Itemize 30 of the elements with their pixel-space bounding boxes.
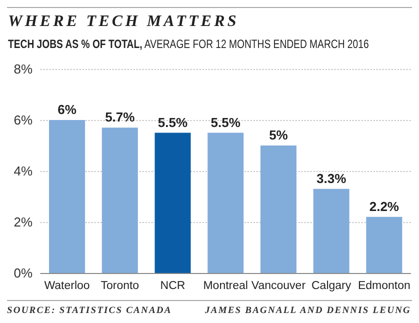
bar	[208, 132, 244, 273]
chart-title: WHERE TECH MATTERS	[8, 12, 239, 32]
data-label: 3.3%	[316, 170, 347, 186]
data-label: 6%	[58, 102, 77, 117]
x-tick-label: Vancouver	[251, 280, 306, 292]
bar	[366, 216, 402, 273]
y-tick-label: 2%	[14, 214, 34, 230]
data-label: 5.7%	[105, 110, 136, 125]
x-tick-label: Calgary	[311, 280, 352, 292]
x-tick-label: Edmonton	[358, 280, 410, 292]
data-label: 5.5%	[210, 114, 241, 130]
text: JAMES BAGNALL AND DENNIS LEUNG	[205, 305, 411, 317]
y-tick-label: 6%	[14, 112, 34, 128]
x-tick-label: Montreal	[203, 280, 248, 292]
source-note: SOURCE: STATISTICS CANADA	[7, 305, 172, 317]
bar	[49, 120, 86, 273]
x-tick-label: NCR	[160, 280, 186, 292]
bar	[102, 128, 138, 273]
chart-subtitle: TECH JOBS AS % OF TOTAL, AVERAGE FOR 12 MONTHS ENDED MARCH 2016	[8, 37, 369, 52]
bar	[313, 188, 350, 273]
y-tick-label: 0%	[14, 266, 34, 280]
bar	[260, 146, 296, 273]
x-tick-label: Waterloo	[44, 280, 90, 292]
data-label: 5%	[269, 128, 288, 142]
data-label: 5.5%	[158, 114, 188, 130]
x-tick-label: Toronto	[100, 280, 140, 292]
data-label: 2.2%	[369, 198, 400, 214]
y-tick-label: 4%	[14, 164, 34, 178]
bar	[154, 132, 191, 273]
y-tick-label: 8%	[14, 62, 34, 76]
